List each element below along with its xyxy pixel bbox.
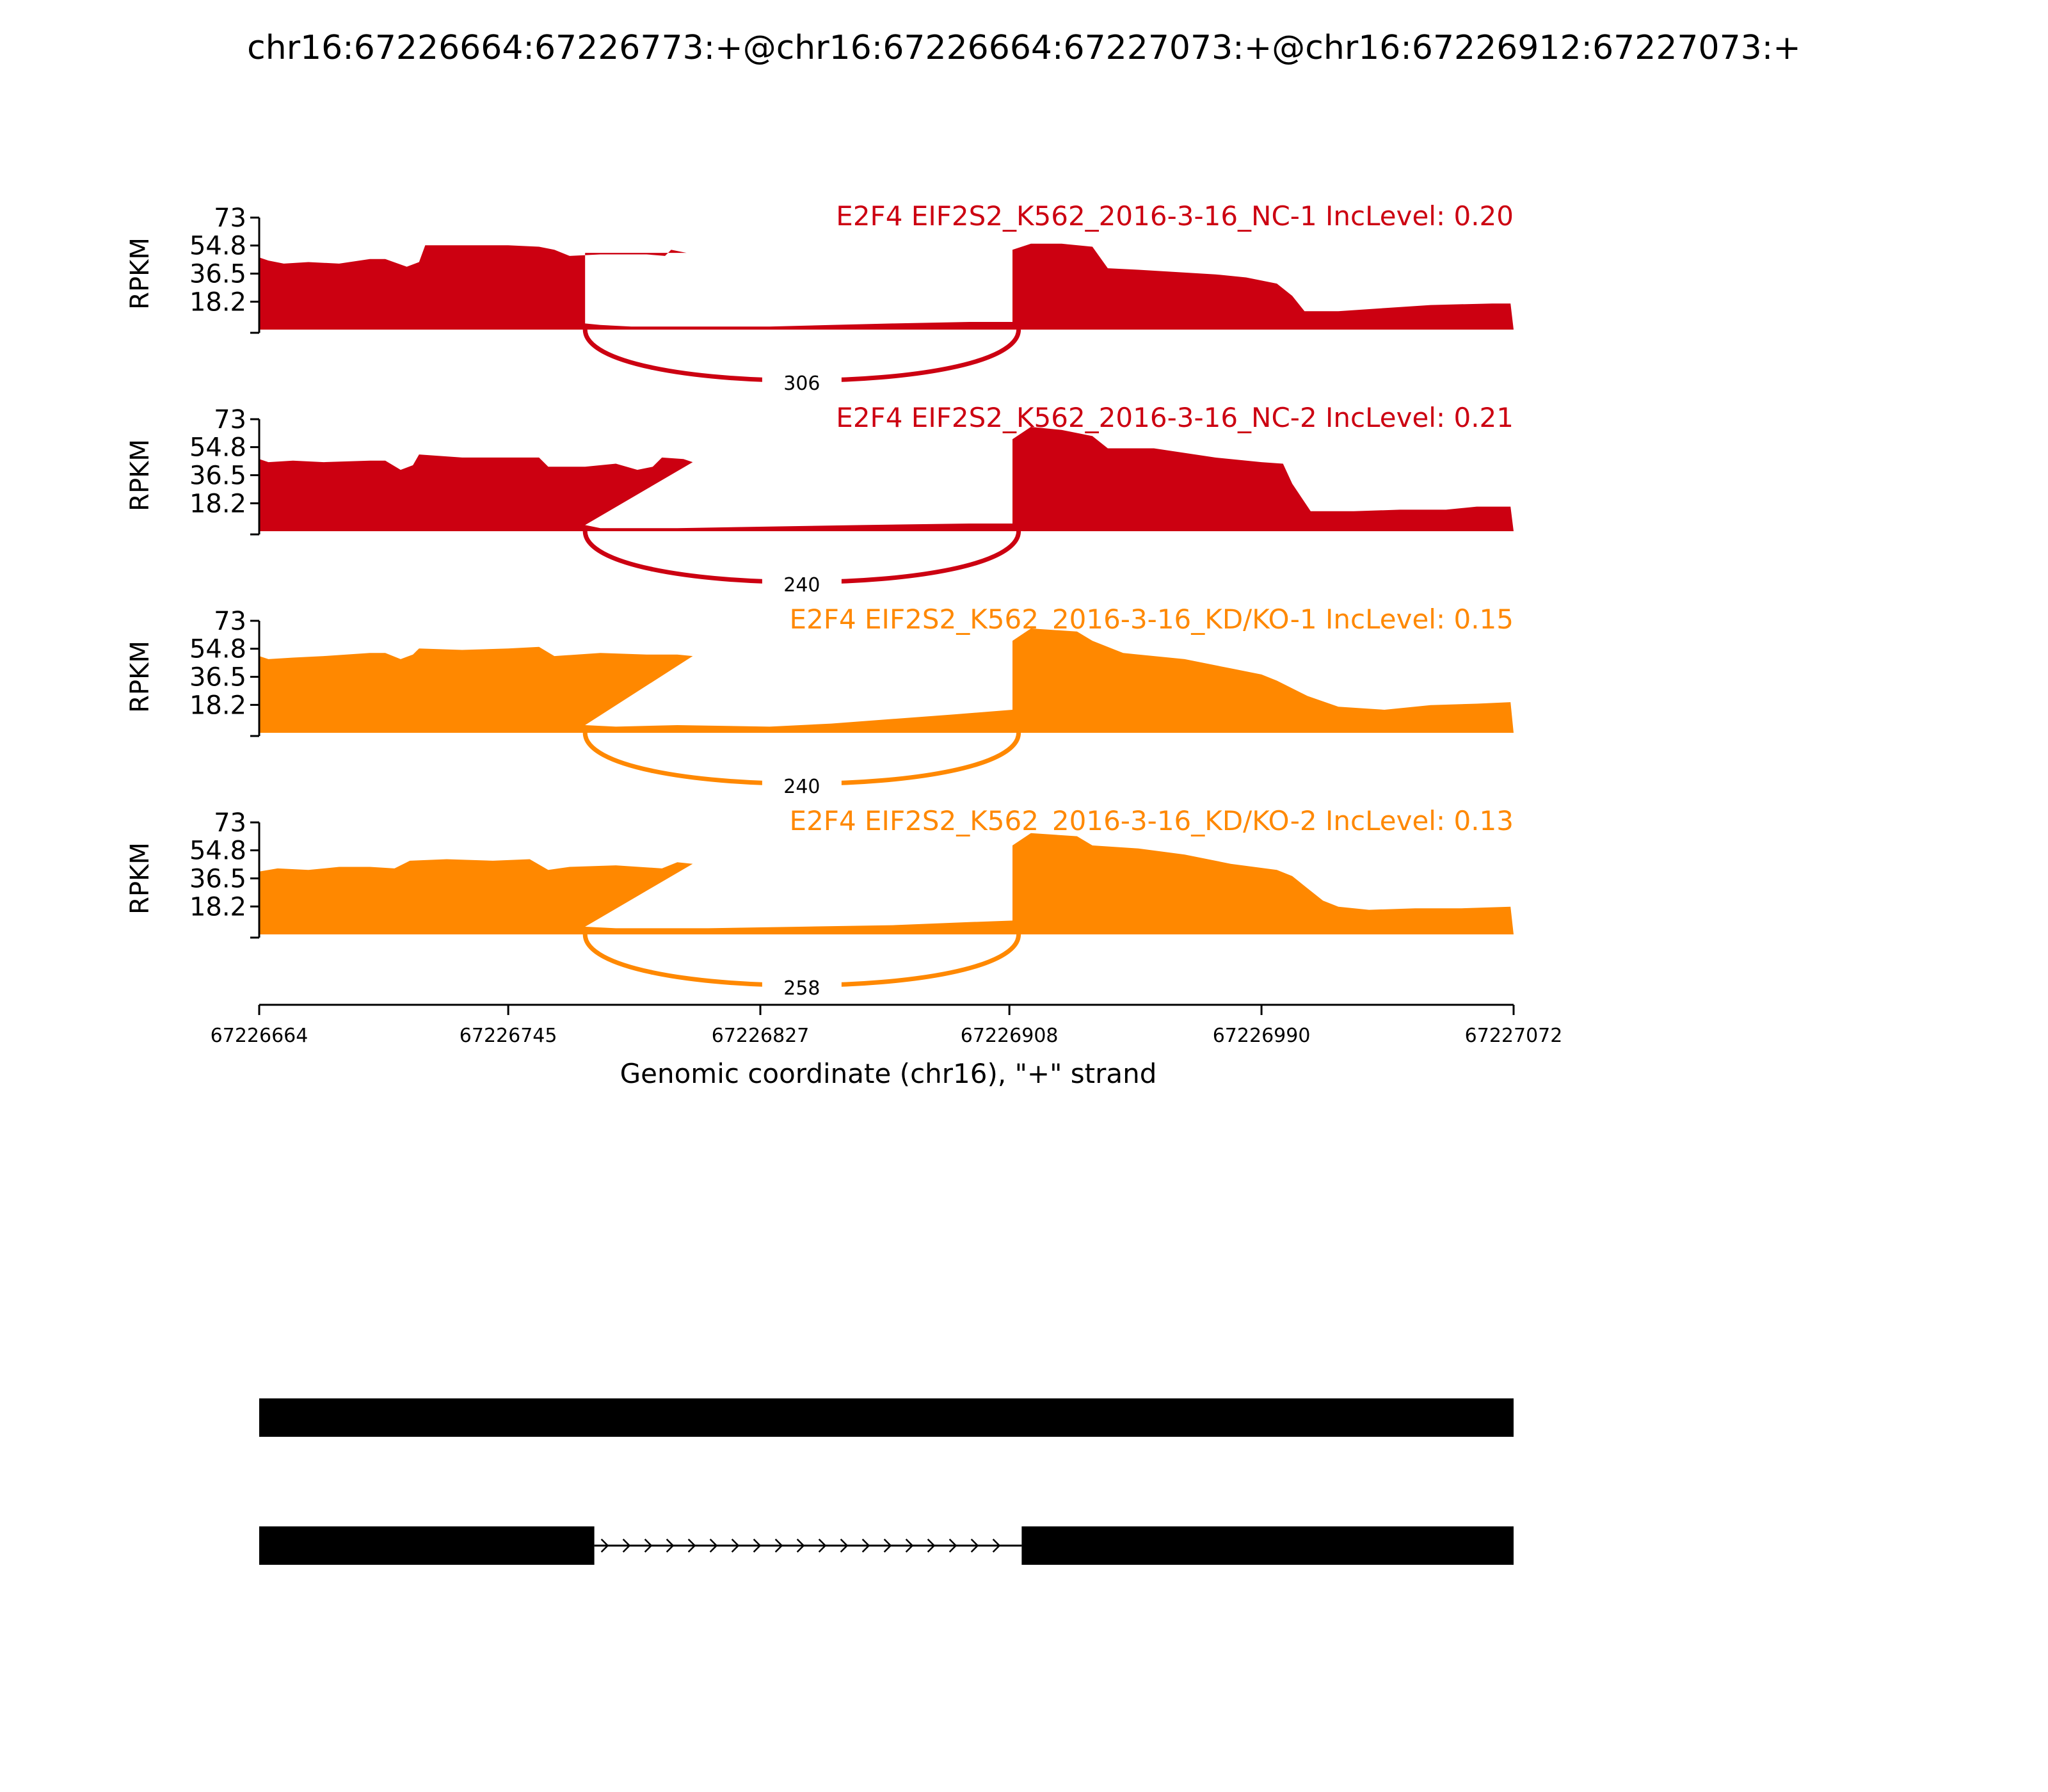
coverage-track: 18.236.554.873 RPKM E2F4 EIF2S2_K562_2016-… bbox=[125, 402, 1514, 599]
y-tick-label: 18.2 bbox=[189, 489, 246, 518]
strand-arrow bbox=[970, 1539, 979, 1553]
strand-arrow bbox=[666, 1539, 675, 1553]
transcript bbox=[259, 1526, 1514, 1565]
strand-arrow bbox=[687, 1539, 696, 1553]
sample-label: E2F4 EIF2S2_K562_2016-3-16_KD/KO-2 IncLe… bbox=[790, 805, 1514, 836]
strand-arrow bbox=[731, 1539, 740, 1553]
y-axis-label: RPKM bbox=[125, 641, 155, 713]
strand-arrow bbox=[905, 1539, 914, 1553]
y-tick-label: 36.5 bbox=[189, 663, 246, 692]
x-tick-label: 67226990 bbox=[1213, 1025, 1311, 1047]
y-tick-label: 73 bbox=[214, 204, 246, 233]
chart-title: chr16:67226664:67226773:+@chr16:67226664… bbox=[247, 29, 1801, 67]
strand-arrow bbox=[861, 1539, 870, 1553]
junction-count-label: 240 bbox=[783, 574, 820, 596]
y-tick-label: 18.2 bbox=[189, 691, 246, 720]
junction-label-bg bbox=[762, 974, 842, 1002]
junction-count-label: 306 bbox=[783, 372, 820, 395]
strand-arrow bbox=[927, 1539, 936, 1553]
strand-arrow bbox=[600, 1539, 609, 1553]
sample-label: E2F4 EIF2S2_K562_2016-3-16_NC-1 IncLevel… bbox=[836, 200, 1514, 232]
y-tick-label: 36.5 bbox=[189, 865, 246, 894]
x-axis: 67226664 67226745 67226827 67226908 67226990… bbox=[211, 1004, 1563, 1089]
exon-block bbox=[1021, 1526, 1514, 1565]
strand-arrow bbox=[622, 1539, 631, 1553]
strand-arrow bbox=[992, 1539, 1001, 1553]
y-axis-label: RPKM bbox=[125, 439, 155, 511]
y-tick-label: 54.8 bbox=[189, 836, 246, 866]
junction-label-bg bbox=[762, 571, 842, 599]
junction-label-bg bbox=[762, 369, 842, 397]
gene-model bbox=[259, 1398, 1514, 1565]
coverage-area bbox=[259, 628, 1514, 733]
y-tick-label: 73 bbox=[214, 808, 246, 838]
coverage-area bbox=[259, 243, 1514, 330]
strand-arrow bbox=[644, 1539, 653, 1553]
x-tick-label: 67226908 bbox=[961, 1025, 1059, 1047]
strand-arrow bbox=[948, 1539, 957, 1553]
strand-arrow bbox=[709, 1539, 718, 1553]
coverage-track: 18.236.554.873 RPKM E2F4 EIF2S2_K562_2016-… bbox=[125, 604, 1514, 801]
x-axis-label: Genomic coordinate (chr16), "+" strand bbox=[620, 1058, 1157, 1089]
strand-arrow bbox=[753, 1539, 762, 1553]
x-tick-label: 67226745 bbox=[460, 1025, 557, 1047]
y-tick-label: 54.8 bbox=[189, 635, 246, 664]
coverage-track: 18.236.554.873 RPKM E2F4 EIF2S2_K562_2016-… bbox=[125, 805, 1514, 1002]
exon-block bbox=[259, 1526, 595, 1565]
coverage-area bbox=[259, 833, 1514, 934]
y-tick-label: 73 bbox=[214, 405, 246, 435]
sample-label: E2F4 EIF2S2_K562_2016-3-16_NC-2 IncLevel… bbox=[836, 402, 1514, 433]
y-tick-label: 18.2 bbox=[189, 892, 246, 922]
x-tick-label: 67226664 bbox=[211, 1025, 308, 1047]
y-tick-label: 18.2 bbox=[189, 287, 246, 317]
exon-block bbox=[259, 1398, 1514, 1437]
junction-count-label: 258 bbox=[783, 977, 820, 1000]
y-axis-label: RPKM bbox=[125, 842, 155, 915]
junction-count-label: 240 bbox=[783, 776, 820, 798]
y-axis-label: RPKM bbox=[125, 237, 155, 310]
x-tick-label: 67226827 bbox=[712, 1025, 810, 1047]
transcript bbox=[259, 1398, 1514, 1437]
strand-arrow bbox=[796, 1539, 805, 1553]
sample-label: E2F4 EIF2S2_K562_2016-3-16_KD/KO-1 IncLe… bbox=[790, 604, 1514, 635]
y-tick-label: 54.8 bbox=[189, 433, 246, 463]
y-tick-label: 36.5 bbox=[189, 461, 246, 491]
y-tick-label: 54.8 bbox=[189, 232, 246, 261]
coverage-area bbox=[259, 427, 1514, 531]
junction-label-bg bbox=[762, 772, 842, 801]
strand-arrow bbox=[818, 1539, 827, 1553]
strand-arrow bbox=[840, 1539, 849, 1553]
strand-arrow bbox=[774, 1539, 783, 1553]
coverage-track: 18.236.554.873 RPKM E2F4 EIF2S2_K562_2016-… bbox=[125, 200, 1514, 397]
y-tick-label: 36.5 bbox=[189, 260, 246, 289]
y-tick-label: 73 bbox=[214, 607, 246, 636]
x-tick-label: 67227072 bbox=[1465, 1025, 1563, 1047]
strand-arrow bbox=[883, 1539, 892, 1553]
